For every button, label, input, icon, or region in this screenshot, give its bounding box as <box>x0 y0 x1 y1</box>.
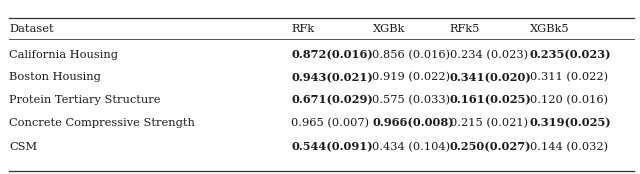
Text: RFk5: RFk5 <box>450 24 480 34</box>
Text: XGBk: XGBk <box>372 24 405 34</box>
Text: 0.434 (0.104): 0.434 (0.104) <box>372 142 451 152</box>
Text: Concrete Compressive Strength: Concrete Compressive Strength <box>9 118 195 128</box>
Text: 0.215 (0.021): 0.215 (0.021) <box>450 117 528 128</box>
Text: 0.235(0.023): 0.235(0.023) <box>530 49 612 60</box>
Text: CSM: CSM <box>9 142 37 152</box>
Text: 0.250(0.027): 0.250(0.027) <box>450 141 532 153</box>
Text: 0.544(0.091): 0.544(0.091) <box>291 141 373 153</box>
Text: 0.671(0.029): 0.671(0.029) <box>291 94 373 106</box>
Text: 0.161(0.025): 0.161(0.025) <box>450 94 532 106</box>
Text: 0.919 (0.022): 0.919 (0.022) <box>372 72 451 83</box>
Text: 0.872(0.016): 0.872(0.016) <box>291 49 373 60</box>
Text: 0.966(0.008): 0.966(0.008) <box>372 117 454 128</box>
Text: 0.575 (0.033): 0.575 (0.033) <box>372 95 451 105</box>
Text: 0.311 (0.022): 0.311 (0.022) <box>530 72 608 83</box>
Text: 0.144 (0.032): 0.144 (0.032) <box>530 142 608 152</box>
Text: Boston Housing: Boston Housing <box>9 72 101 82</box>
Text: 0.943(0.021): 0.943(0.021) <box>291 72 373 83</box>
Text: 0.341(0.020): 0.341(0.020) <box>450 72 532 83</box>
Text: XGBk5: XGBk5 <box>530 24 570 34</box>
Text: Protein Tertiary Structure: Protein Tertiary Structure <box>9 95 161 105</box>
Text: 0.120 (0.016): 0.120 (0.016) <box>530 95 608 105</box>
Text: 0.856 (0.016): 0.856 (0.016) <box>372 50 451 60</box>
Text: 0.965 (0.007): 0.965 (0.007) <box>291 117 369 128</box>
Text: 0.319(0.025): 0.319(0.025) <box>530 117 612 128</box>
Text: Dataset: Dataset <box>9 24 54 34</box>
Text: RFk: RFk <box>291 24 314 34</box>
Text: California Housing: California Housing <box>9 50 118 60</box>
Text: 0.234 (0.023): 0.234 (0.023) <box>450 50 528 60</box>
